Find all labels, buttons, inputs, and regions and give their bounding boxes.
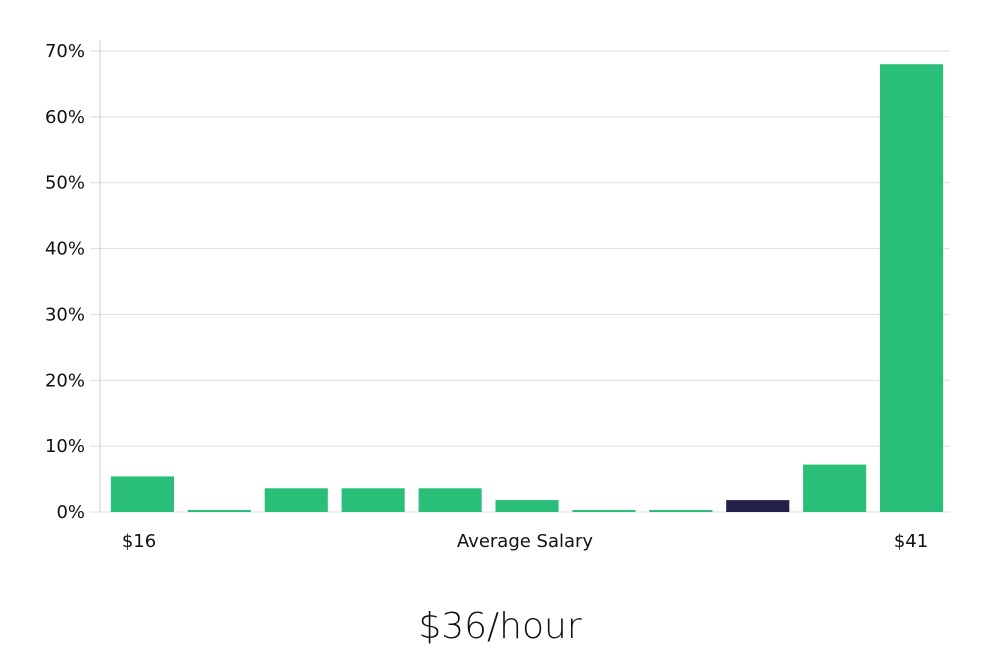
y-tick-label: 0% <box>56 502 85 523</box>
x-axis-title: Average Salary <box>457 531 594 552</box>
y-tick-label: 10% <box>45 436 85 457</box>
x-min-label: $16 <box>122 531 156 552</box>
bar <box>880 64 944 512</box>
bar <box>572 510 636 512</box>
y-axis: 0% 10% 20% 30% 40% 50% 60% 70% <box>45 40 101 523</box>
y-tick-label: 30% <box>45 304 85 325</box>
bar <box>418 488 482 512</box>
bar <box>110 476 174 512</box>
x-max-label: $41 <box>894 531 928 552</box>
y-tick-label: 40% <box>45 239 85 260</box>
y-tick-label: 70% <box>45 41 85 62</box>
y-tick-label: 50% <box>45 173 85 194</box>
bar-highlighted <box>726 500 790 512</box>
x-axis: $16 Average Salary $41 <box>122 531 928 552</box>
bar <box>803 464 867 512</box>
bar <box>649 510 713 512</box>
bar <box>264 488 328 512</box>
y-tick-label: 20% <box>45 370 85 391</box>
bar <box>187 510 251 512</box>
average-salary-value: $36/hour <box>418 606 582 647</box>
salary-distribution-chart: 0% 10% 20% 30% 40% 50% 60% 70% $16 Average Sala… <box>45 40 950 552</box>
bars <box>110 64 944 512</box>
y-tick-label: 60% <box>45 107 85 128</box>
grid-lines <box>90 50 950 513</box>
bar <box>341 488 405 512</box>
bar <box>495 500 559 512</box>
